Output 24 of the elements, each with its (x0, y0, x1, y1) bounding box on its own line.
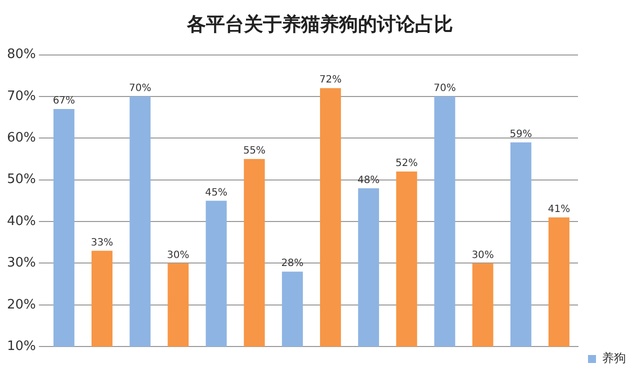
y-tick-label: 70% (6, 88, 36, 104)
data-label: 45% (205, 187, 228, 198)
data-label: 70% (128, 83, 152, 94)
y-tick-label: 30% (6, 256, 36, 271)
data-label: 30% (472, 250, 494, 261)
y-tick-label: 80% (6, 47, 36, 62)
y-tick-label: 40% (6, 214, 36, 229)
data-label: 28% (281, 258, 304, 270)
legend-label: 养狗 (602, 351, 626, 366)
y-tick-label: 60% (6, 130, 36, 146)
data-label: 48% (357, 174, 380, 186)
chart-title: 各平台关于养猫养狗的讨论占比 (186, 13, 453, 36)
data-label: 33% (90, 237, 114, 248)
data-label: 52% (396, 158, 418, 170)
data-label: 72% (319, 74, 342, 86)
y-tick-label: 50% (6, 172, 36, 188)
data-label: 41% (548, 204, 570, 215)
data-label: 30% (167, 250, 190, 261)
y-tick-label: 10% (6, 338, 36, 354)
y-tick-label: 20% (6, 297, 36, 312)
data-label: 70% (434, 83, 456, 94)
data-label: 67% (52, 96, 76, 107)
data-label: 55% (243, 146, 266, 157)
data-label: 59% (510, 128, 532, 140)
